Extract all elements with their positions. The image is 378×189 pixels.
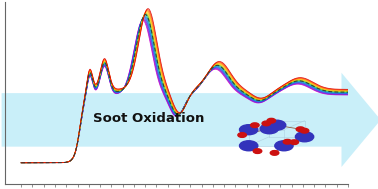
Circle shape bbox=[295, 132, 314, 142]
Circle shape bbox=[251, 123, 259, 128]
Circle shape bbox=[267, 118, 276, 123]
Text: Soot Oxidation: Soot Oxidation bbox=[93, 112, 204, 125]
Circle shape bbox=[268, 120, 286, 130]
Circle shape bbox=[270, 151, 279, 155]
Circle shape bbox=[238, 133, 246, 137]
Circle shape bbox=[240, 141, 258, 151]
Circle shape bbox=[275, 141, 293, 151]
Circle shape bbox=[290, 140, 299, 144]
Circle shape bbox=[253, 149, 262, 153]
Circle shape bbox=[296, 127, 305, 132]
Circle shape bbox=[260, 124, 279, 134]
Circle shape bbox=[240, 125, 258, 135]
Circle shape bbox=[300, 128, 309, 133]
Circle shape bbox=[262, 121, 271, 126]
Polygon shape bbox=[2, 73, 378, 167]
Circle shape bbox=[283, 139, 292, 144]
